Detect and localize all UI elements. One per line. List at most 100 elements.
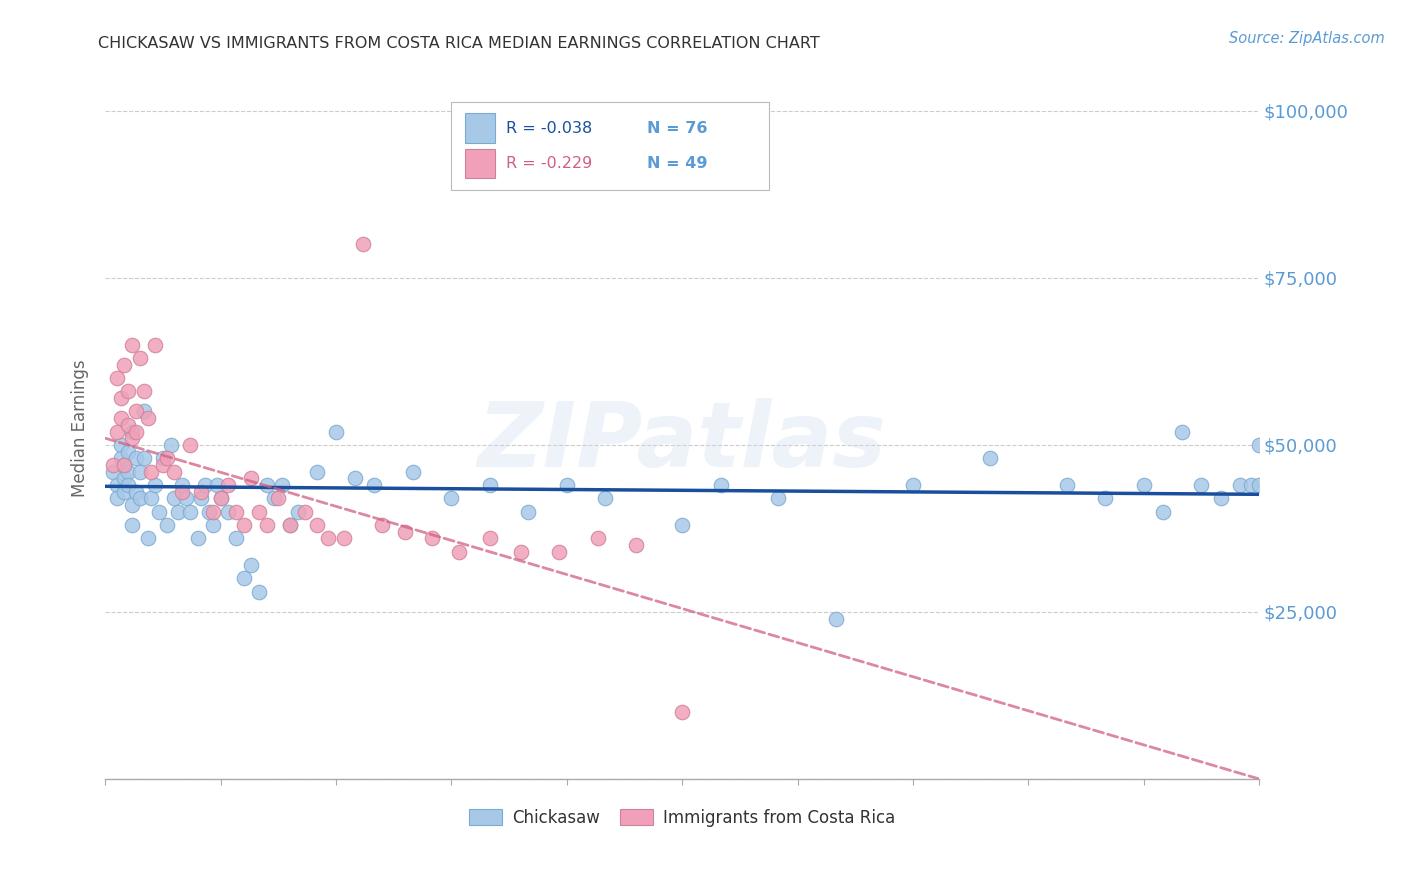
Text: Source: ZipAtlas.com: Source: ZipAtlas.com <box>1229 31 1385 46</box>
Point <box>117 478 139 492</box>
Point <box>287 505 309 519</box>
Point <box>132 384 155 399</box>
Point <box>101 458 124 472</box>
Point <box>901 478 924 492</box>
Legend: Chickasaw, Immigrants from Costa Rica: Chickasaw, Immigrants from Costa Rica <box>463 803 903 834</box>
Point <box>624 538 647 552</box>
Point <box>394 524 416 539</box>
Point <box>332 532 354 546</box>
Point <box>114 458 136 472</box>
Point <box>143 337 166 351</box>
Point <box>121 337 143 351</box>
Point <box>163 491 186 506</box>
Point <box>125 425 148 439</box>
Point <box>209 491 232 506</box>
Point <box>167 505 190 519</box>
Point <box>110 411 132 425</box>
Point <box>247 585 270 599</box>
Point <box>105 491 128 506</box>
Point <box>117 417 139 432</box>
Point <box>420 532 443 546</box>
Point <box>172 484 194 499</box>
Point <box>710 478 733 492</box>
Point <box>121 498 143 512</box>
Y-axis label: Median Earnings: Median Earnings <box>72 359 89 497</box>
Point <box>263 491 285 506</box>
Point <box>117 444 139 458</box>
Point <box>449 545 471 559</box>
Point <box>478 478 501 492</box>
Point <box>1171 425 1194 439</box>
Text: N = 76: N = 76 <box>647 120 707 136</box>
Point <box>232 572 254 586</box>
Point <box>125 451 148 466</box>
Point <box>240 471 263 485</box>
Point <box>201 518 224 533</box>
Point <box>1189 478 1212 492</box>
Point <box>1152 505 1174 519</box>
Point <box>132 451 155 466</box>
Point <box>979 451 1001 466</box>
FancyBboxPatch shape <box>465 113 495 143</box>
Point <box>205 478 228 492</box>
Point <box>110 451 132 466</box>
Point <box>159 438 181 452</box>
Point <box>121 518 143 533</box>
Point <box>256 518 278 533</box>
Point <box>128 351 150 365</box>
Point <box>768 491 790 506</box>
FancyBboxPatch shape <box>465 149 495 178</box>
FancyBboxPatch shape <box>451 102 769 190</box>
Point <box>179 505 201 519</box>
Point <box>232 518 254 533</box>
Point <box>325 425 347 439</box>
Point <box>156 518 179 533</box>
Point <box>105 425 128 439</box>
Point <box>363 478 385 492</box>
Point <box>225 532 247 546</box>
Point <box>586 532 609 546</box>
Point <box>121 431 143 445</box>
Point <box>671 518 693 533</box>
Point <box>117 384 139 399</box>
Point <box>294 505 316 519</box>
Point <box>125 484 148 499</box>
Point <box>1240 478 1263 492</box>
Point <box>114 358 136 372</box>
Point <box>172 478 194 492</box>
Point <box>1056 478 1078 492</box>
Point <box>267 491 290 506</box>
Point <box>825 611 848 625</box>
Point <box>198 505 221 519</box>
Point <box>240 558 263 573</box>
Point <box>1132 478 1154 492</box>
Point <box>121 425 143 439</box>
Point <box>671 705 693 719</box>
Point <box>174 491 197 506</box>
Point <box>156 451 179 466</box>
Point <box>555 478 578 492</box>
Point <box>128 465 150 479</box>
Point <box>152 451 174 466</box>
Point <box>478 532 501 546</box>
Point <box>125 404 148 418</box>
Point <box>190 491 212 506</box>
Point <box>548 545 571 559</box>
Point <box>305 518 328 533</box>
Point <box>148 505 170 519</box>
Point <box>352 237 374 252</box>
Point <box>143 478 166 492</box>
Point <box>163 465 186 479</box>
Point <box>136 411 159 425</box>
Point <box>136 532 159 546</box>
Text: R = -0.229: R = -0.229 <box>506 156 592 171</box>
Point <box>141 491 163 506</box>
Point <box>1209 491 1232 506</box>
Point <box>128 491 150 506</box>
Point <box>190 484 212 499</box>
Point <box>110 438 132 452</box>
Point <box>114 458 136 472</box>
Point <box>186 532 208 546</box>
Point <box>179 438 201 452</box>
Point <box>225 505 247 519</box>
